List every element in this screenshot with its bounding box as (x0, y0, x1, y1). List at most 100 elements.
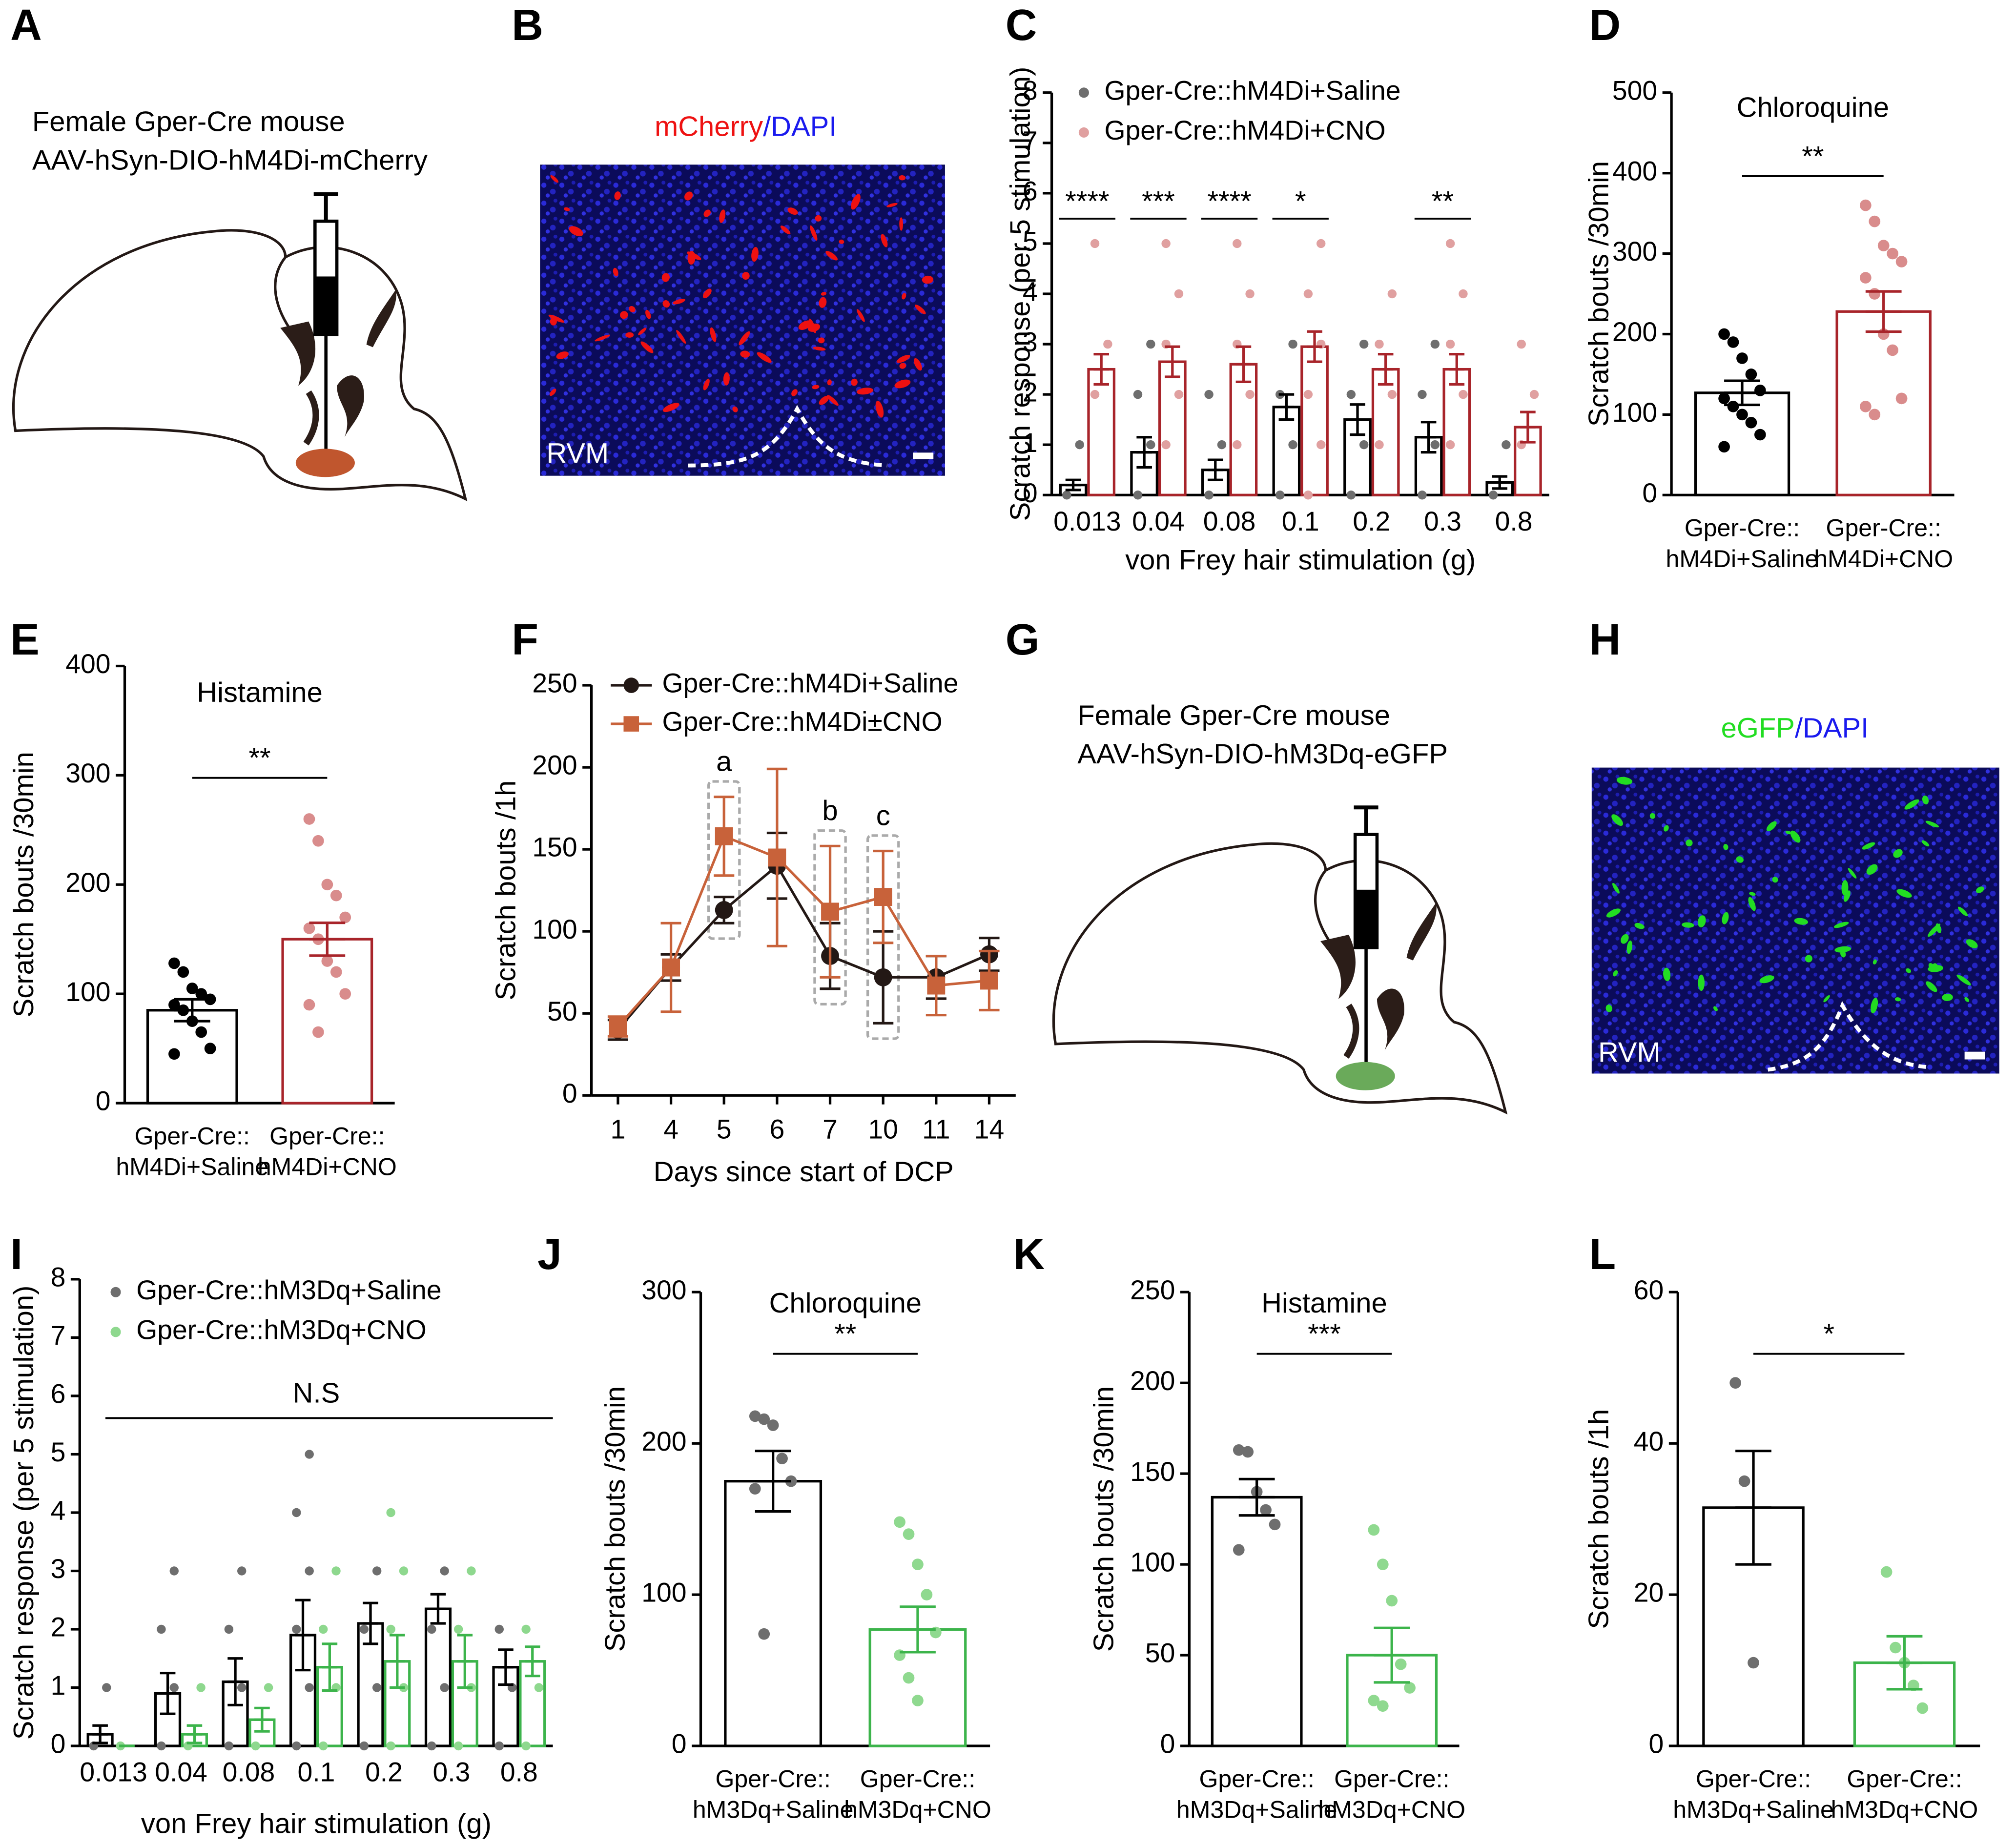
scale-bar (913, 452, 934, 459)
y-tick-label: 200 (1130, 1366, 1175, 1396)
x-tick-label: Gper-Cre:: (1847, 1765, 1962, 1792)
data-point (1303, 491, 1313, 500)
y-tick-label: 500 (1612, 75, 1657, 105)
data-point (1288, 440, 1297, 450)
data-point (386, 1508, 395, 1517)
data-point (1062, 491, 1071, 500)
cell (1872, 959, 1877, 964)
data-point (168, 957, 180, 969)
data-point (224, 1624, 234, 1634)
cell (1736, 856, 1744, 863)
line (617, 863, 990, 1031)
data-point (1895, 256, 1908, 267)
data-point (303, 813, 315, 825)
y-tick-label: 0 (562, 1078, 577, 1108)
data-point (427, 1624, 436, 1634)
x-tick-label: hM3Dq+CNO (844, 1796, 991, 1824)
cell (818, 337, 825, 344)
y-tick-label: 250 (1130, 1275, 1175, 1305)
data-point (303, 922, 315, 934)
y-tick-label: 200 (1612, 317, 1657, 347)
data-point (195, 1026, 207, 1038)
significance-label: ** (834, 1318, 856, 1350)
legend-label: Gper-Cre::hM3Dq+CNO (136, 1315, 427, 1345)
data-point (467, 1566, 476, 1576)
y-axis-label: Scratch response (per 5 stimulation) (8, 1286, 40, 1740)
data-point (1204, 390, 1214, 399)
data-point (186, 983, 198, 994)
cell (1823, 995, 1830, 1003)
stain-label: eGFP/DAPI (1721, 713, 1869, 744)
cell (638, 328, 647, 335)
cell (1834, 946, 1851, 953)
data-point (331, 1566, 341, 1576)
y-tick-label: 8 (51, 1262, 66, 1292)
highlight-box (707, 780, 741, 940)
chart-title: Histamine (197, 677, 323, 708)
x-tick-label: 0.2 (365, 1757, 403, 1787)
cell (625, 332, 634, 338)
cell (821, 291, 827, 296)
cell (1932, 963, 1938, 971)
line (617, 834, 989, 1027)
cell (839, 239, 844, 244)
data-point (204, 1043, 216, 1054)
cell (1866, 864, 1878, 875)
cell (1928, 923, 1941, 937)
legend-marker (623, 677, 639, 693)
y-tick-label: 0 (96, 1086, 111, 1116)
cell (662, 403, 679, 412)
data-point (1880, 1566, 1893, 1578)
cell (827, 395, 839, 406)
bar (1087, 368, 1116, 496)
bar (1371, 368, 1400, 496)
diagram-text: AAV-hSyn-DIO-hM4Di-mCherry (32, 144, 428, 176)
data-point (453, 1624, 463, 1634)
panel-label: B (512, 0, 543, 49)
data-point (1459, 390, 1468, 399)
data-point (1869, 215, 1881, 227)
data-point (1233, 1444, 1245, 1456)
data-point (1869, 288, 1881, 300)
cell (813, 347, 826, 351)
data-point (1317, 239, 1326, 248)
cell (1613, 970, 1618, 977)
cell (915, 305, 926, 314)
cell (825, 251, 838, 261)
cell (1925, 820, 1939, 828)
x-tick-label: Gper-Cre:: (1199, 1765, 1315, 1792)
bar (1835, 310, 1932, 496)
y-tick-label: 1 (1023, 428, 1038, 458)
chart-title: Chloroquine (1737, 92, 1889, 123)
x-tick-label: 0.1 (1282, 506, 1319, 536)
panel-label: F (512, 615, 538, 664)
data-point (157, 1624, 166, 1634)
y-tick-label: 300 (1612, 236, 1657, 266)
y-tick-label: 100 (532, 914, 577, 944)
data-point (1375, 339, 1384, 349)
data-point (1859, 400, 1872, 412)
data-point (1217, 440, 1227, 450)
cell (751, 247, 759, 262)
data-point (1445, 339, 1455, 349)
significance-label: ** (1432, 186, 1454, 217)
cell (719, 209, 726, 223)
cell (673, 299, 685, 305)
stain-label: mCherry/DAPI (655, 111, 837, 143)
cell (1611, 814, 1624, 826)
y-tick-label: 60 (1634, 1275, 1664, 1305)
stain-part: eGFP (1721, 713, 1795, 744)
x-tick-label: hM4Di+CNO (1814, 545, 1953, 573)
data-point (1317, 440, 1326, 450)
data-point (1745, 416, 1757, 429)
bar (1272, 406, 1301, 496)
data-point (237, 1566, 247, 1576)
data-point (1754, 429, 1766, 441)
x-tick-label: 0.08 (223, 1757, 275, 1787)
data-point (264, 1683, 273, 1692)
data-point (1718, 441, 1730, 453)
data-point (1161, 440, 1171, 450)
x-tick-label: hM3Dq+CNO (1831, 1796, 1978, 1824)
data-point (305, 1566, 314, 1576)
region-label: RVM (1598, 1037, 1661, 1068)
